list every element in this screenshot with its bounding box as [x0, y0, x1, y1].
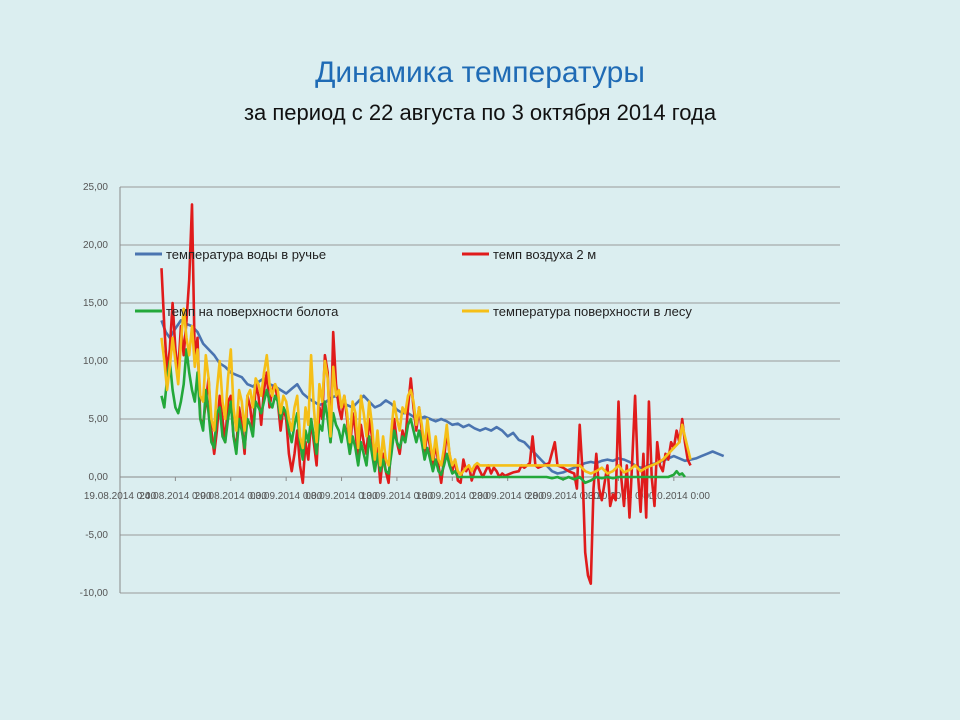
y-tick-label: 15,00 [83, 298, 108, 309]
y-tick-label: 20,00 [83, 240, 108, 251]
y-tick-label: 10,00 [83, 356, 108, 367]
x-tick-label: 03.09.2014 0:00 [250, 491, 323, 502]
y-tick-label: 0,00 [89, 472, 109, 483]
x-tick-label: 08.09.2014 0:00 [305, 491, 378, 502]
slide-title: Динамика температуры [315, 56, 645, 89]
series-line-4 [160, 307, 692, 476]
x-tick-label: 03.10.2014 0:00 [582, 491, 655, 502]
legend-label: температура воды в ручье [166, 247, 326, 262]
legend-label: температура поверхности в лесу [493, 304, 692, 319]
legend-label: темп воздуха 2 м [493, 247, 596, 262]
x-tick-label: 29.08.2014 0:00 [195, 491, 268, 502]
y-tick-label: 5,00 [89, 414, 109, 425]
x-tick-label: 19.08.2014 0:00 [84, 491, 157, 502]
x-tick-label: 13.09.2014 0:00 [361, 491, 434, 502]
x-tick-label: 23.09.2014 0:00 [472, 491, 545, 502]
x-tick-label: 24.08.2014 0:00 [139, 491, 212, 502]
series-line-3 [160, 348, 686, 485]
x-tick-label: 18.09.2014 0:00 [416, 491, 489, 502]
x-tick-label: 08.10.2014 0:00 [638, 491, 711, 502]
y-tick-label: -5,00 [85, 530, 108, 541]
y-tick-label: 25,00 [83, 182, 108, 193]
x-tick-label: 28.09.2014 0:00 [527, 491, 600, 502]
y-tick-label: -10,00 [80, 588, 109, 599]
series-line-1 [160, 319, 725, 475]
slide-subtitle: за период с 22 августа по 3 октября 2014… [243, 100, 717, 125]
legend-label: темп на поверхности болота [166, 304, 339, 319]
